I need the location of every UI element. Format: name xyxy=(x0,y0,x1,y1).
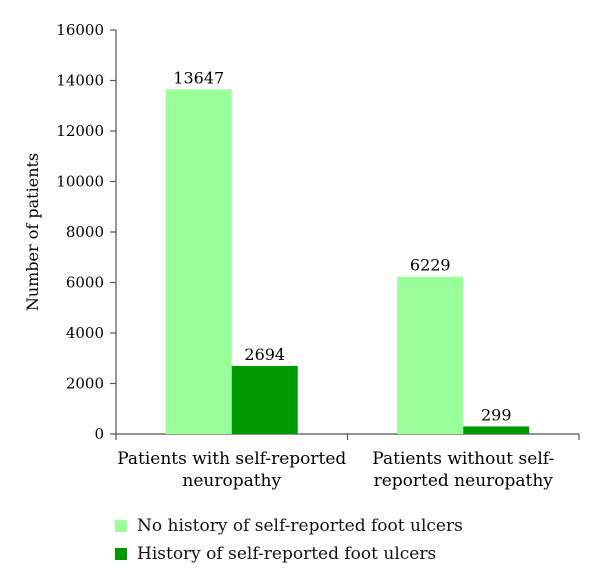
legend-swatch xyxy=(115,520,127,532)
data-label: 299 xyxy=(481,405,512,424)
data-labels: 13647 2694 6229 299 xyxy=(173,68,511,424)
y-tick-label: 0 xyxy=(94,425,104,443)
bar-no-history-0 xyxy=(165,89,232,434)
y-tick-label: 4000 xyxy=(66,324,104,342)
bar-chart: 0 2000 4000 6000 8000 10000 12000 14000 16000 13… xyxy=(23,21,580,491)
legend-label: No history of self-reported foot ulcers xyxy=(137,516,463,536)
y-tick-label: 14000 xyxy=(56,72,104,90)
category-label: Patients with self-reported xyxy=(117,449,346,469)
y-axis-label: Number of patients xyxy=(23,153,42,311)
legend: No history of self-reported foot ulcers H… xyxy=(115,512,463,568)
bar-history-1 xyxy=(463,426,530,434)
y-tick-label: 6000 xyxy=(66,274,104,292)
y-tick-label: 2000 xyxy=(66,375,104,393)
data-label: 6229 xyxy=(410,256,451,275)
category-label: reported neuropathy xyxy=(374,471,554,491)
legend-swatch xyxy=(115,548,127,560)
category-label: Patients without self- xyxy=(372,449,554,469)
y-tick-label: 16000 xyxy=(56,21,104,39)
legend-label: History of self-reported foot ulcers xyxy=(137,544,437,564)
y-tick-label: 12000 xyxy=(56,122,104,140)
bars xyxy=(165,89,530,434)
y-ticks: 0 2000 4000 6000 8000 10000 12000 14000 16000 xyxy=(56,21,116,443)
y-tick-label: 10000 xyxy=(56,173,104,191)
category-label: neuropathy xyxy=(182,471,281,491)
legend-item: No history of self-reported foot ulcers xyxy=(115,512,463,540)
data-label: 13647 xyxy=(173,68,224,87)
legend-item: History of self-reported foot ulcers xyxy=(115,540,463,568)
y-tick-label: 8000 xyxy=(66,223,104,241)
data-label: 2694 xyxy=(244,345,285,364)
bar-history-0 xyxy=(231,365,298,434)
bar-no-history-1 xyxy=(397,276,464,434)
